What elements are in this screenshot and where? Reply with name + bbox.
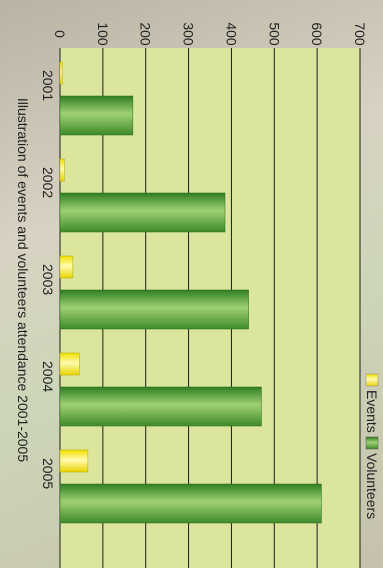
legend-swatch-events — [365, 373, 379, 387]
tick-label: 700 — [352, 22, 368, 46]
category-label: 2001 — [40, 70, 56, 101]
bar-volunteers — [59, 192, 226, 233]
value-axis: 0 100 200 300 400 500 600 700 — [52, 22, 368, 46]
tick-label: 600 — [309, 22, 325, 46]
category-label: 2005 — [40, 458, 56, 489]
bar-events — [59, 449, 89, 473]
category-label: 2004 — [40, 361, 56, 392]
bar-events — [59, 255, 74, 279]
legend-label-events: Events — [364, 390, 380, 433]
tick-label: 300 — [181, 22, 197, 46]
tick-label: 100 — [95, 22, 111, 46]
category-axis: 2001 2002 2003 2004 2005 — [40, 70, 56, 489]
bar-volunteers — [59, 289, 249, 330]
bar-events — [59, 158, 65, 182]
tick-label: 200 — [138, 22, 154, 46]
bar-events — [59, 61, 63, 85]
legend-swatch-volunteers — [365, 436, 379, 450]
legend-label-volunteers: Volunteers — [364, 453, 380, 519]
bars — [59, 61, 322, 524]
tick-label: 500 — [266, 22, 282, 46]
bar-volunteers — [59, 386, 262, 427]
bar-volunteers — [59, 95, 134, 136]
legend: Events Volunteers — [364, 373, 380, 519]
chart-caption: Illustration of events and volunteers at… — [15, 98, 31, 462]
tick-label: 0 — [52, 30, 68, 38]
category-label: 2003 — [40, 264, 56, 295]
category-label: 2002 — [40, 167, 56, 198]
bar-events — [59, 352, 80, 376]
bar-volunteers — [59, 483, 322, 524]
tick-label: 400 — [223, 22, 239, 46]
